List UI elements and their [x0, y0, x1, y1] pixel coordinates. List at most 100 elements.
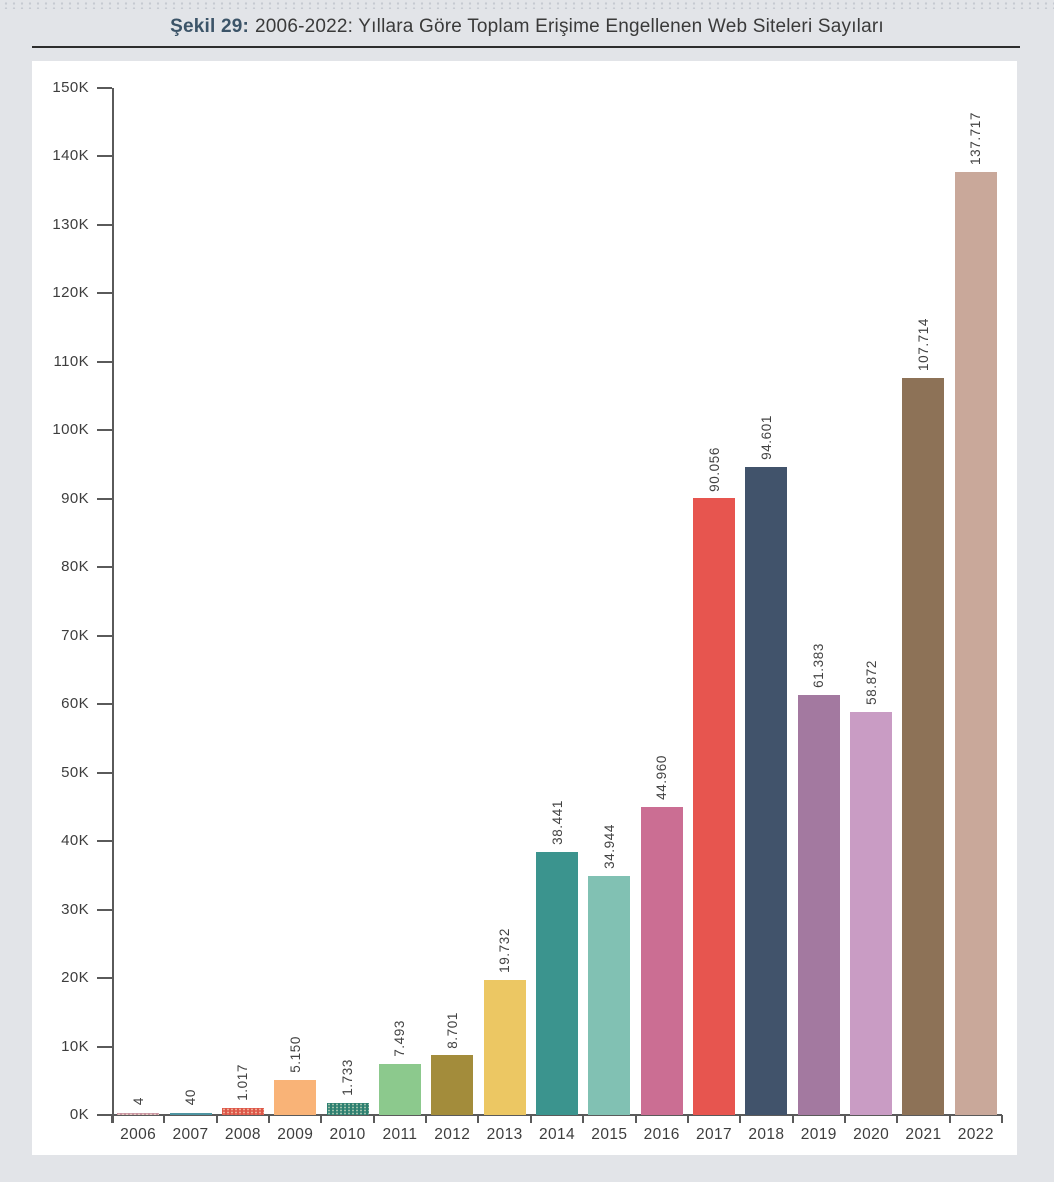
y-axis-label: 70K: [61, 626, 89, 644]
bar-value-text: 58.872: [863, 660, 879, 705]
y-axis-label: 60K: [61, 695, 89, 713]
x-axis-tick: [948, 1115, 951, 1123]
x-axis-label: 2020: [853, 1126, 890, 1143]
x-axis-label: 2022: [957, 1126, 994, 1143]
y-axis-tick: [97, 292, 112, 295]
bar-value-text: 107.714: [915, 317, 931, 371]
y-axis-label: 100K: [52, 421, 89, 439]
x-axis-tick: [896, 1115, 899, 1123]
x-axis-tick: [477, 1115, 480, 1123]
y-axis-tick: [97, 1114, 112, 1116]
x-axis-label: 2018: [748, 1126, 785, 1143]
bar-value-text: 8.701: [444, 1011, 460, 1049]
bar-value-label: 40: [164, 1089, 218, 1105]
x-axis-tick: [529, 1115, 532, 1123]
x-axis-label: 2016: [643, 1126, 680, 1143]
bar-2007: [169, 1112, 212, 1115]
x-axis-tick: [634, 1115, 637, 1123]
y-axis-tick: [97, 1045, 112, 1048]
x-axis-label: 2012: [434, 1126, 471, 1143]
bar-value-label: 1.017: [216, 1064, 270, 1101]
bar-value-label: 94.601: [739, 415, 793, 460]
bar-2014: [536, 851, 578, 1115]
y-axis-tick: [97, 566, 112, 569]
y-axis-tick: [97, 155, 112, 158]
bar-value-label: 5.150: [268, 1036, 322, 1073]
y-axis-label: 20K: [61, 969, 89, 987]
x-axis-tick: [582, 1115, 585, 1123]
bar-value-text: 61.383: [811, 642, 827, 688]
bar-2018: [745, 467, 788, 1115]
y-axis-tick: [97, 703, 112, 706]
x-axis-tick: [425, 1115, 428, 1123]
x-axis-label: 2021: [905, 1126, 942, 1143]
y-axis-line: [112, 88, 114, 1123]
x-axis-label: 2010: [329, 1126, 366, 1143]
y-axis-label: 130K: [52, 215, 89, 233]
x-axis-label: 2017: [696, 1126, 733, 1143]
bar-value-text: 4: [130, 1097, 146, 1106]
y-axis-tick: [97, 634, 112, 637]
bar-chart: 0K 10K 20K 30K 40K 50K 60K 70K 80K 90K 100K 110K 120…: [32, 61, 1017, 1155]
bar-value-text: 19.732: [497, 928, 513, 973]
bar-2006: [117, 1112, 160, 1115]
bar-value-text: 90.056: [706, 446, 722, 492]
bar-value-label: 7.493: [373, 1020, 427, 1057]
bar-2016: [640, 807, 683, 1115]
bar-value-label: 61.383: [792, 643, 846, 688]
x-axis-tick: [163, 1115, 166, 1123]
y-axis-label: 10K: [61, 1037, 89, 1055]
x-axis-label: 2009: [277, 1126, 314, 1143]
x-axis-tick: [111, 1115, 113, 1123]
bar-2010: [326, 1103, 369, 1115]
y-axis-label: 120K: [52, 284, 89, 302]
y-axis-label: 0K: [69, 1106, 89, 1123]
x-axis-label: 2014: [538, 1126, 576, 1143]
bar-2008: [221, 1108, 264, 1115]
bar-value-text: 38.441: [549, 799, 565, 845]
x-axis-tick: [686, 1115, 689, 1123]
bar-value-label: 38.441: [530, 800, 584, 845]
x-axis-tick: [791, 1115, 794, 1123]
x-axis-tick: [320, 1115, 323, 1123]
x-axis-line: [112, 1114, 1002, 1116]
bar-2013: [483, 979, 526, 1115]
y-axis-label: 90K: [61, 489, 89, 507]
y-axis-tick: [97, 360, 112, 363]
bar-value-label: 19.732: [478, 928, 532, 973]
x-axis-label: 2013: [486, 1126, 523, 1143]
x-axis-label: 2019: [800, 1126, 837, 1143]
bar-value-label: 1.733: [321, 1059, 375, 1096]
caption-divider: [32, 46, 1020, 48]
x-axis-tick: [268, 1115, 271, 1123]
x-axis-label: 2007: [172, 1126, 209, 1143]
y-axis-tick: [97, 87, 112, 89]
x-axis-label: 2008: [224, 1126, 261, 1143]
bar-2011: [378, 1063, 421, 1115]
bar-value-label: 107.714: [896, 318, 950, 371]
y-axis-tick: [97, 223, 112, 226]
y-axis-tick: [97, 497, 112, 500]
y-axis-tick: [97, 977, 112, 980]
x-axis-tick: [1001, 1115, 1003, 1123]
bar-value-label: 8.701: [425, 1012, 479, 1049]
y-axis-label: 150K: [52, 79, 89, 96]
bar-2015: [588, 875, 631, 1115]
bar-value-label: 137.717: [949, 112, 1003, 165]
y-axis-label: 50K: [61, 763, 89, 781]
bar-2017: [693, 498, 736, 1115]
bar-value-text: 1.733: [340, 1059, 356, 1097]
y-axis-label: 30K: [61, 900, 89, 918]
y-axis-label: 110K: [53, 352, 89, 370]
bar-value-text: 44.960: [654, 755, 670, 801]
bar-2009: [274, 1079, 317, 1115]
y-axis-label: 40K: [61, 832, 89, 850]
y-axis-tick: [97, 908, 112, 911]
bar-2012: [431, 1055, 474, 1115]
bar-2022: [954, 172, 997, 1115]
y-axis-label: 140K: [52, 147, 89, 165]
figure-title-text: 2006-2022: Yıllara Göre Toplam Erişime E…: [255, 16, 884, 37]
bar-value-label: 58.872: [844, 660, 898, 705]
bar-2020: [850, 711, 893, 1115]
